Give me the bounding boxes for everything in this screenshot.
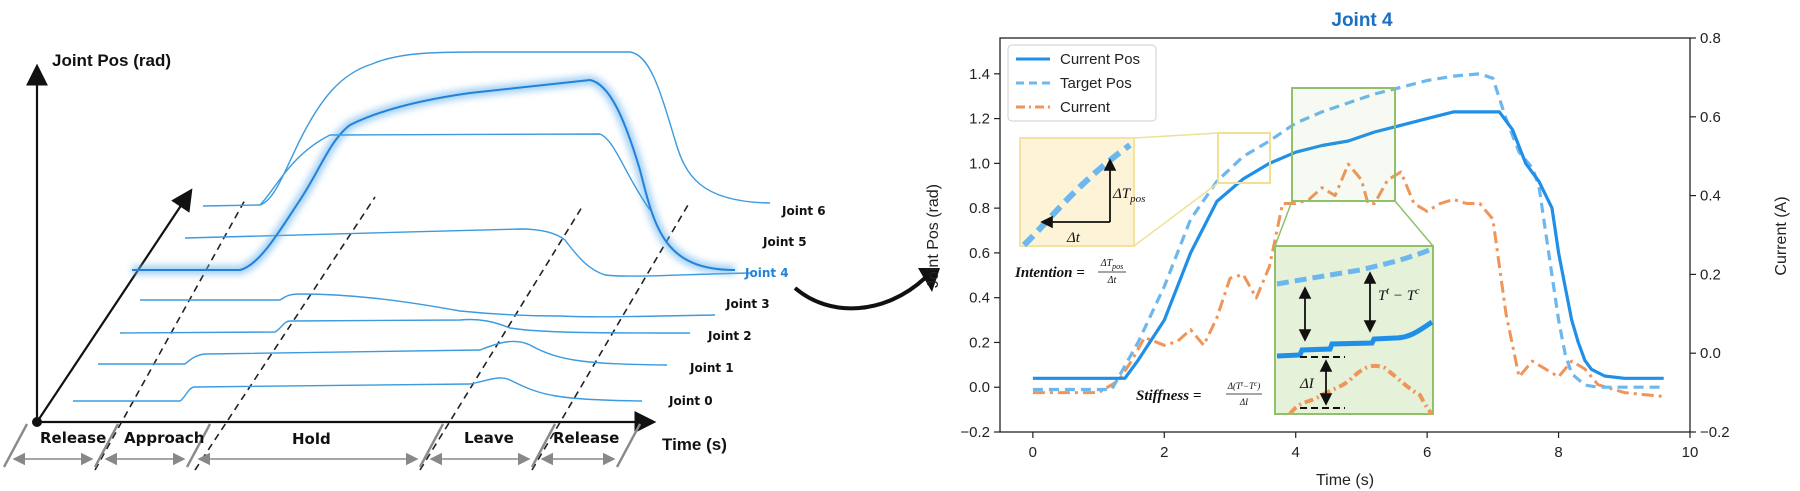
delta-tpos-label: ΔTpos: [1112, 186, 1145, 205]
phase-approach: Approach: [124, 429, 204, 447]
y2-axis-title: Current (A): [1773, 196, 1790, 275]
y-tick-label: 1.2: [969, 111, 990, 128]
legend-current-pos: Current Pos: [1060, 51, 1140, 68]
y2-tick-label: 0.4: [1700, 188, 1721, 205]
joint-4-glow: [132, 75, 736, 275]
phase-leave: Leave: [464, 429, 514, 447]
y-tick-label: 1.4: [969, 66, 990, 83]
y-axis-title: Joint Pos (rad): [925, 184, 942, 288]
x-tick-label: 6: [1423, 444, 1431, 461]
phase-hold: Hold: [292, 430, 331, 448]
transition-arrow: [793, 276, 927, 311]
joint-0-label: Joint 0: [668, 394, 713, 408]
delta-t-label: Δt: [1066, 230, 1081, 246]
stiffness-zoom-current-pos: [1276, 319, 1434, 359]
joint-6-curve: [202, 51, 771, 207]
legend-target-pos: Target Pos: [1060, 75, 1132, 92]
intention-numerator: ΔTpos: [1100, 258, 1124, 271]
phase-band: Release Approach Hold Leave Release: [2, 423, 642, 468]
chart-title: Joint 4: [1331, 10, 1393, 31]
joint-5-curve: [184, 228, 751, 277]
y-axis-label: Joint Pos (rad): [52, 51, 171, 70]
stiffness-source-box: [1291, 87, 1396, 202]
y-tick-label: 1.0: [969, 155, 990, 172]
y-tick-label: 0.6: [969, 245, 990, 262]
joint-1-label: Joint 1: [689, 361, 734, 375]
stiffness-numerator: Δ(Tt−Tc): [1227, 380, 1260, 391]
y-tick-label: 0.2: [969, 334, 990, 351]
y2-tick-label: −0.2: [1700, 424, 1730, 441]
joint-axis: [36, 188, 193, 423]
joint-curves: [73, 51, 771, 402]
joint-0-curve: [73, 377, 643, 402]
y-tick-label: 0.0: [969, 379, 990, 396]
intention-source-box: [1217, 132, 1271, 184]
origin-dot: [32, 417, 42, 427]
x-tick-label: 4: [1292, 444, 1300, 461]
intention-formula: Intention =: [1014, 265, 1085, 281]
plot-frame: [999, 37, 1691, 433]
delta-i-label: ΔI: [1299, 376, 1315, 392]
series-current-pos: [1032, 110, 1664, 380]
series-current: [1032, 162, 1664, 398]
axis-ticks: 0 2 4 6 8 10−0.20.00.20.40.60.81.01.21.4−0.20…: [960, 30, 1729, 461]
y2-tick-label: 0.8: [1700, 30, 1721, 47]
transition-arrow-head: [918, 268, 940, 292]
joint-3-curve: [140, 293, 716, 318]
phase-release-2: Release: [553, 429, 619, 447]
x-tick-label: 2: [1160, 444, 1168, 461]
joint-4-label: Joint 4: [744, 266, 789, 280]
stiffness-formula: Stiffness =: [1136, 388, 1201, 404]
y2-tick-label: 0.6: [1700, 109, 1721, 126]
y-tick-label: −0.2: [960, 424, 990, 441]
joint-5-label: Joint 5: [762, 235, 807, 249]
joint-3-upper-curve: [259, 133, 651, 211]
x-tick-label: 0: [1029, 444, 1037, 461]
x-tick-label: 8: [1554, 444, 1562, 461]
joint-6-label: Joint 6: [781, 204, 826, 218]
y2-tick-label: 0.2: [1700, 266, 1721, 283]
y-tick-label: 0.4: [969, 290, 990, 307]
legend-current: Current: [1060, 99, 1111, 116]
legend-box: [1007, 44, 1157, 122]
stiffness-zoom-current: [1288, 363, 1434, 416]
phase-release-1: Release: [40, 429, 106, 447]
x-axis-label: Time (s): [662, 435, 727, 454]
joint-3-label: Joint 3: [725, 297, 770, 311]
stiffness-zoom-target: [1276, 246, 1433, 287]
stiffness-callout: Tt − Tc ΔI Stiffness = Δ(Tt−Tc) ΔI: [1136, 87, 1434, 416]
y2-tick-label: 0.0: [1700, 345, 1721, 362]
x-axis-title: Time (s): [1316, 472, 1374, 489]
legend: Current Pos Target Pos Current: [1007, 44, 1157, 122]
stiffness-denominator: ΔI: [1239, 397, 1249, 407]
intention-callout: Δt ΔTpos Intention = ΔTpos Δt: [1014, 132, 1271, 286]
x-tick-label: 10: [1682, 444, 1699, 461]
phase-separators: [94, 196, 689, 471]
joint-2-label: Joint 2: [707, 329, 752, 343]
joint-1-curve: [98, 340, 668, 366]
joint-4-curve: [132, 78, 736, 271]
waterfall-panel: Joint Pos (rad) Time (s) Joint 0 Joint 1…: [2, 51, 826, 471]
joint-2-curve: [119, 318, 691, 334]
intention-denominator: Δt: [1107, 275, 1117, 286]
joint4-chart: Joint 4 0 2 4 6 8 10−0.20.00.20.40.60.81.01.2…: [925, 10, 1790, 489]
tt-tc-label: Tt − Tc: [1378, 286, 1420, 304]
y-tick-label: 0.8: [969, 200, 990, 217]
